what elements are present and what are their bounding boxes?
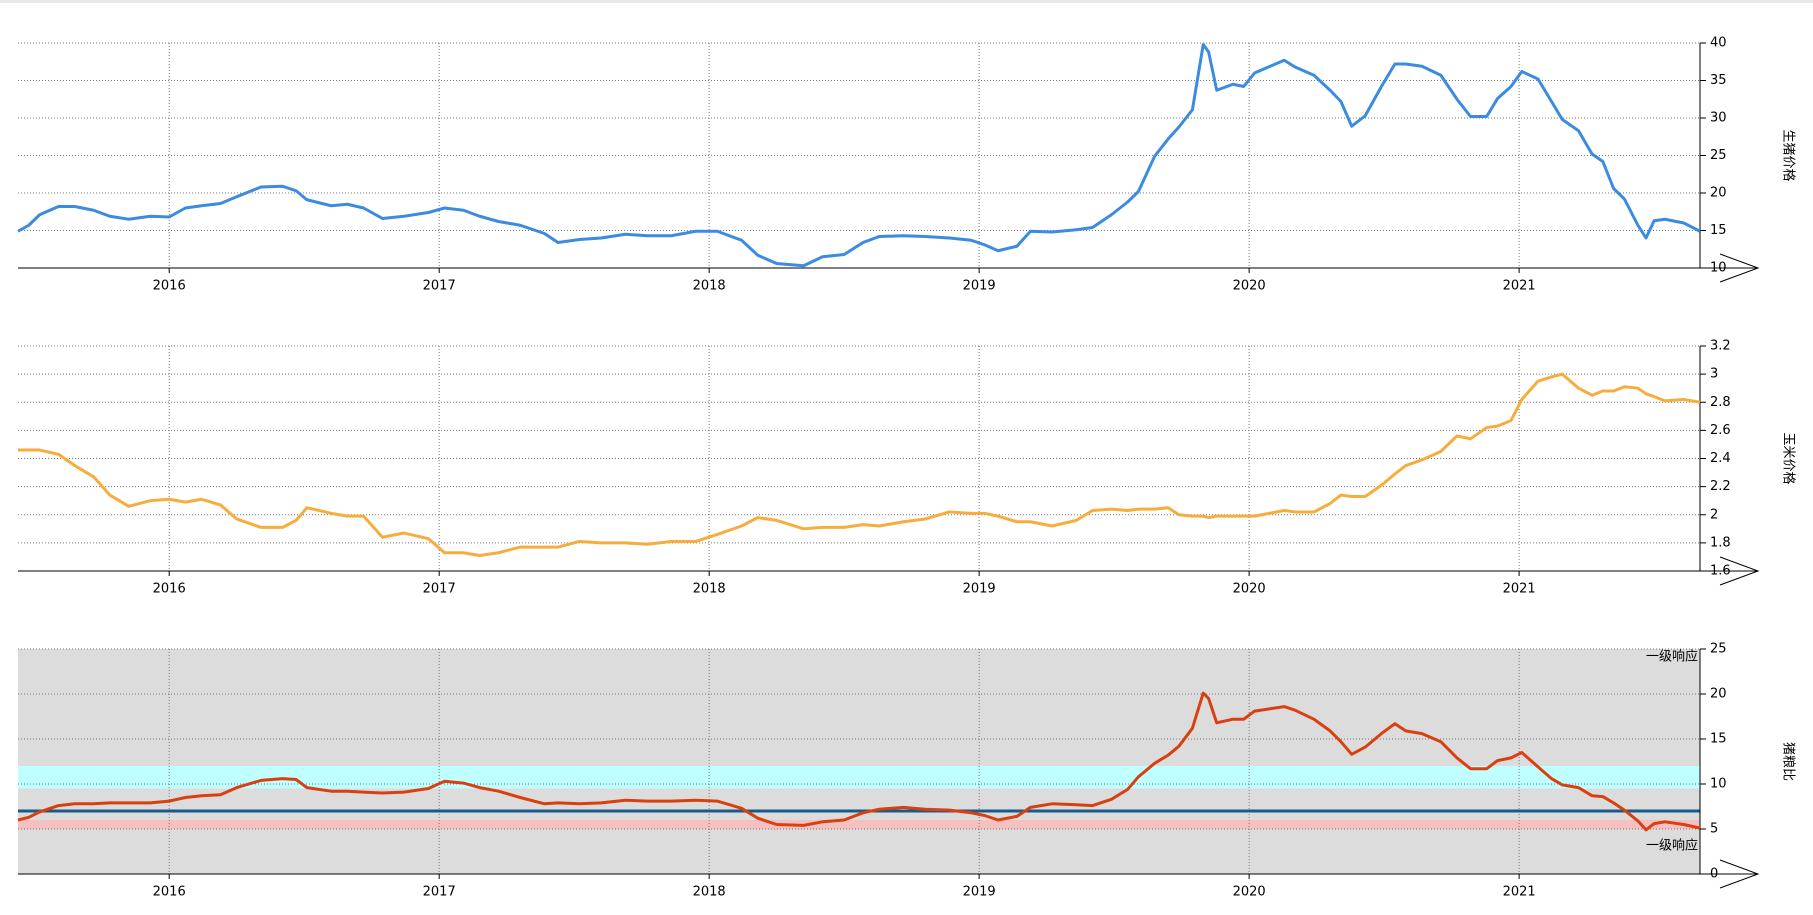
y-tick-label: 15 xyxy=(1710,732,1727,747)
x-tick-label: 2016 xyxy=(153,279,186,294)
data-line xyxy=(18,372,1701,558)
axis-arrow xyxy=(1719,556,1760,586)
y-tick-label: 2.2 xyxy=(1710,479,1731,494)
y-tick-label: 20 xyxy=(1710,687,1727,702)
y-tick-label: 25 xyxy=(1710,148,1727,163)
x-tick-label: 2017 xyxy=(423,885,456,900)
x-tick-label: 2020 xyxy=(1233,885,1266,900)
y-tick-label: 40 xyxy=(1710,36,1727,51)
data-line xyxy=(17,691,1701,832)
y-tick-label: 5 xyxy=(1710,822,1718,837)
y-tick-label: 3 xyxy=(1710,367,1718,382)
top-strip xyxy=(0,0,1813,3)
x-tick-label: 2020 xyxy=(1233,279,1266,294)
y-axis-label: 猪粮比 xyxy=(1781,742,1796,781)
y-tick-label: 15 xyxy=(1710,223,1727,238)
y-tick-label: 2.4 xyxy=(1710,451,1731,466)
x-tick-label: 2018 xyxy=(693,582,726,597)
band xyxy=(18,766,1700,789)
y-tick-label: 1.6 xyxy=(1710,564,1731,579)
x-tick-label: 2019 xyxy=(963,582,996,597)
y-tick-label: 35 xyxy=(1710,73,1727,88)
y-tick-label: 25 xyxy=(1710,642,1727,657)
axis-arrow xyxy=(1719,253,1760,283)
y-tick-label: 1.8 xyxy=(1710,535,1731,550)
y-tick-label: 20 xyxy=(1710,186,1727,201)
y-tick-label: 10 xyxy=(1710,777,1727,792)
x-tick-label: 2016 xyxy=(153,885,186,900)
y-tick-label: 2 xyxy=(1710,507,1718,522)
annotation: 一级响应 xyxy=(1646,838,1698,854)
data-line xyxy=(17,43,1701,268)
y-tick-label: 2.8 xyxy=(1710,395,1731,410)
x-tick-label: 2019 xyxy=(963,885,996,900)
x-tick-label: 2017 xyxy=(423,279,456,294)
y-tick-label: 0 xyxy=(1710,867,1718,882)
x-tick-label: 2018 xyxy=(693,885,726,900)
band xyxy=(18,820,1700,829)
axis-arrow xyxy=(1719,859,1760,889)
plot-background xyxy=(18,649,1700,874)
x-tick-label: 2021 xyxy=(1503,279,1536,294)
x-tick-label: 2021 xyxy=(1503,885,1536,900)
y-axis-label: 生猪价格 xyxy=(1781,129,1797,181)
x-tick-label: 2021 xyxy=(1503,582,1536,597)
y-tick-label: 10 xyxy=(1710,261,1727,276)
annotation: 一级响应 xyxy=(1646,649,1698,665)
y-tick-label: 3.2 xyxy=(1710,339,1731,354)
x-tick-label: 2020 xyxy=(1233,582,1266,597)
y-tick-label: 2.6 xyxy=(1710,423,1731,438)
x-tick-label: 2019 xyxy=(963,279,996,294)
x-tick-label: 2016 xyxy=(153,582,186,597)
x-tick-label: 2017 xyxy=(423,582,456,597)
y-axis-label: 玉米价格 xyxy=(1781,432,1797,484)
x-tick-label: 2018 xyxy=(693,279,726,294)
y-tick-label: 30 xyxy=(1710,111,1727,126)
